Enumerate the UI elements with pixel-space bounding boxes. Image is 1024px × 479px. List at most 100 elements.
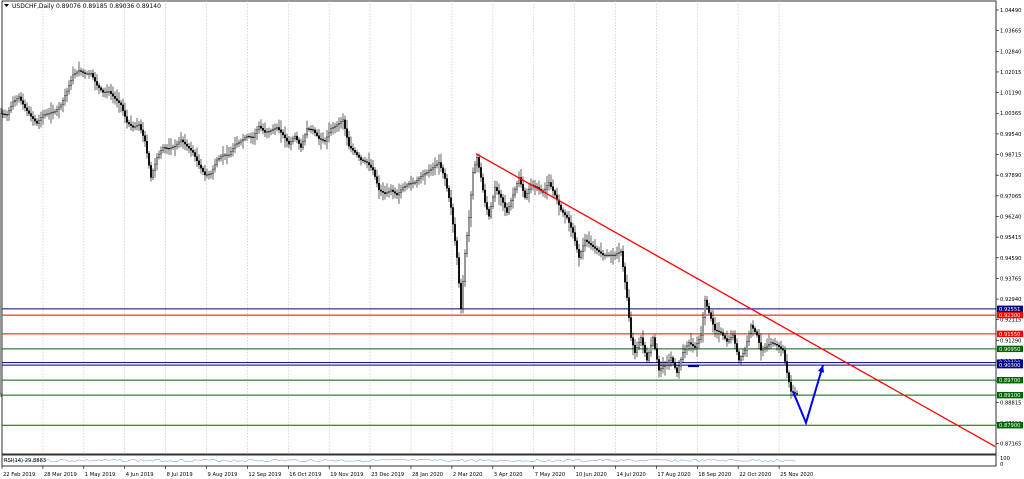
y-tick-label: 0.96240 xyxy=(1000,214,1021,220)
x-tick-label: 22 Feb 2019 xyxy=(3,472,35,478)
candle-body xyxy=(46,113,48,115)
candle-body xyxy=(652,337,654,346)
candle-body xyxy=(716,329,718,332)
candle-body xyxy=(676,367,678,373)
candle-body xyxy=(106,91,108,93)
candle-body xyxy=(112,93,114,97)
candle-body xyxy=(776,344,778,346)
candle-body xyxy=(280,129,282,133)
candle-body xyxy=(766,345,768,348)
candle-body xyxy=(580,251,582,258)
candle-body xyxy=(442,167,444,174)
candle-body xyxy=(436,163,438,166)
candle-body xyxy=(510,200,512,207)
candle-body xyxy=(526,193,528,198)
candle-body xyxy=(268,131,270,133)
candle-body xyxy=(734,334,736,344)
candle-body xyxy=(50,112,52,114)
candle-body xyxy=(662,366,664,369)
candle-body xyxy=(202,168,204,172)
candle-body xyxy=(292,138,294,142)
candle-body xyxy=(42,114,44,118)
x-tick-label: 14 Jul 2020 xyxy=(617,472,646,478)
candle-body xyxy=(298,139,300,144)
candle-body xyxy=(674,362,676,368)
candle-body xyxy=(262,128,264,131)
candle-body xyxy=(458,257,460,284)
candle-body xyxy=(248,135,250,138)
candle-body xyxy=(366,161,368,163)
candle-body xyxy=(454,223,456,242)
price-panel-frame xyxy=(1,0,997,455)
y-tick-label: 1.02840 xyxy=(1000,49,1021,55)
candle-body xyxy=(198,160,200,166)
candle-body xyxy=(274,128,276,130)
candle-body xyxy=(428,170,430,173)
candle-body xyxy=(730,337,732,340)
candle-body xyxy=(476,157,478,166)
candle-body xyxy=(224,154,226,156)
candle-body xyxy=(204,171,206,176)
candle-body xyxy=(314,129,316,134)
candle-body xyxy=(328,132,330,138)
candle-body xyxy=(484,189,486,203)
candle-body xyxy=(388,191,390,193)
candle-body xyxy=(682,352,684,360)
candle-body xyxy=(474,164,476,173)
x-tick-label: 18 Sep 2020 xyxy=(698,472,731,478)
candle-body xyxy=(114,95,116,99)
candle-body xyxy=(278,127,280,131)
candle-body xyxy=(282,132,284,136)
candle-body xyxy=(26,107,28,111)
candle-body xyxy=(670,357,672,361)
candle-body xyxy=(548,182,550,186)
candle-body xyxy=(166,147,168,149)
candle-body xyxy=(228,154,230,156)
candle-body xyxy=(348,137,350,147)
candle-body xyxy=(724,335,726,339)
candle-body xyxy=(90,73,92,75)
candle-body xyxy=(736,343,738,353)
candle-body xyxy=(338,123,340,126)
candle-body xyxy=(408,183,410,186)
candle-body xyxy=(334,125,336,128)
level-label-box xyxy=(997,391,1023,399)
candle-body xyxy=(586,239,588,242)
candle-body xyxy=(714,324,716,331)
candle-body xyxy=(648,352,650,361)
x-tick-label: 7 May 2020 xyxy=(535,472,566,478)
candle-body xyxy=(214,164,216,170)
candle-body xyxy=(266,131,268,133)
x-tick-label: 1 May 2019 xyxy=(85,472,116,478)
candle-body xyxy=(154,163,156,171)
price-series xyxy=(0,61,798,399)
candle-body xyxy=(750,324,752,334)
x-tick-label: 8 Jul 2019 xyxy=(167,472,193,478)
candle-body xyxy=(412,182,414,184)
y-tick-label: 0.97890 xyxy=(1000,173,1021,179)
candle-body xyxy=(76,71,78,74)
candle-body xyxy=(54,111,56,113)
dropdown-triangle-icon[interactable] xyxy=(4,4,9,7)
candle-body xyxy=(752,324,754,329)
candle-body xyxy=(508,206,510,213)
candle-body xyxy=(604,254,606,257)
candle-body xyxy=(390,189,392,192)
level-label-text: 0.89100 xyxy=(999,393,1020,399)
candle-body xyxy=(740,356,742,361)
candle-body xyxy=(72,74,74,81)
candle-body xyxy=(622,251,624,267)
candle-body xyxy=(246,135,248,138)
candle-body xyxy=(744,349,746,354)
candle-body xyxy=(456,240,458,258)
candle-body xyxy=(574,232,576,242)
candle-body xyxy=(346,128,348,138)
level-label-box xyxy=(997,422,1023,429)
candle-body xyxy=(770,342,772,345)
candle-body xyxy=(24,103,26,109)
candle-body xyxy=(34,118,36,122)
candle-body xyxy=(418,178,420,181)
candle-body xyxy=(410,183,412,185)
candle-body xyxy=(466,235,468,254)
